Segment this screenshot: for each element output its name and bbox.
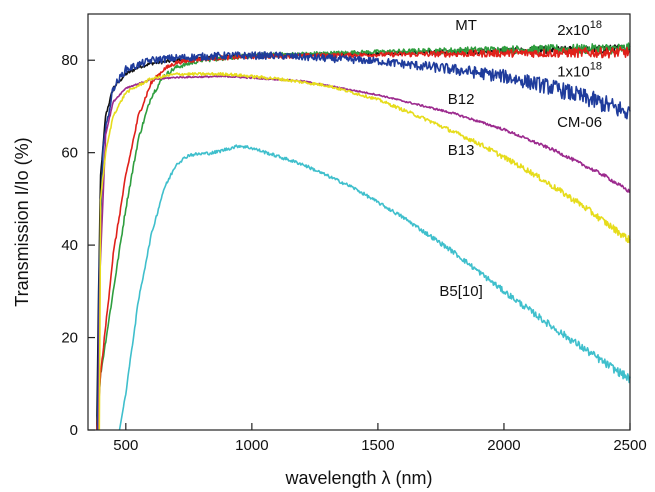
series-line-4: [96, 51, 631, 431]
y-tick-label: 0: [70, 422, 78, 439]
x-tick-label: 1500: [361, 437, 394, 454]
x-tick-label: 2000: [487, 437, 520, 454]
series-line-5: [97, 75, 631, 431]
series-label: B12: [448, 91, 475, 108]
series-line-6: [98, 72, 631, 431]
series-line-7: [118, 144, 631, 431]
series-label: B5[10]: [439, 283, 482, 300]
series-line-2: [96, 42, 631, 431]
series-label: 2x1018: [557, 19, 602, 39]
series-label: 1x1018: [557, 60, 602, 80]
x-tick-label: 1000: [235, 437, 268, 454]
series-line-1: [96, 44, 631, 431]
series-label: CM-06: [557, 114, 602, 131]
y-tick-label: 20: [61, 330, 78, 347]
series-line-3: [96, 46, 631, 431]
series-layer: [96, 42, 631, 431]
axes-layer: 500 1000 1500 2000 2500 0 20 40 60 80: [61, 13, 647, 454]
y-tick-label: 40: [61, 237, 78, 254]
labels-layer: MT 2x1018 1x1018 B12 CM-06 B13 B5[10]: [439, 17, 602, 300]
x-tick-label: 500: [113, 437, 138, 454]
y-tick-label: 80: [61, 52, 78, 69]
x-axis-title: wavelength λ (nm): [284, 468, 432, 488]
y-axis-title: Transmission I/Io (%): [12, 137, 32, 306]
series-label: B13: [448, 142, 475, 159]
plot-frame: [87, 13, 631, 431]
x-tick-label: 2500: [613, 437, 646, 454]
series-label: MT: [455, 17, 477, 34]
y-tick-label: 60: [61, 145, 78, 162]
